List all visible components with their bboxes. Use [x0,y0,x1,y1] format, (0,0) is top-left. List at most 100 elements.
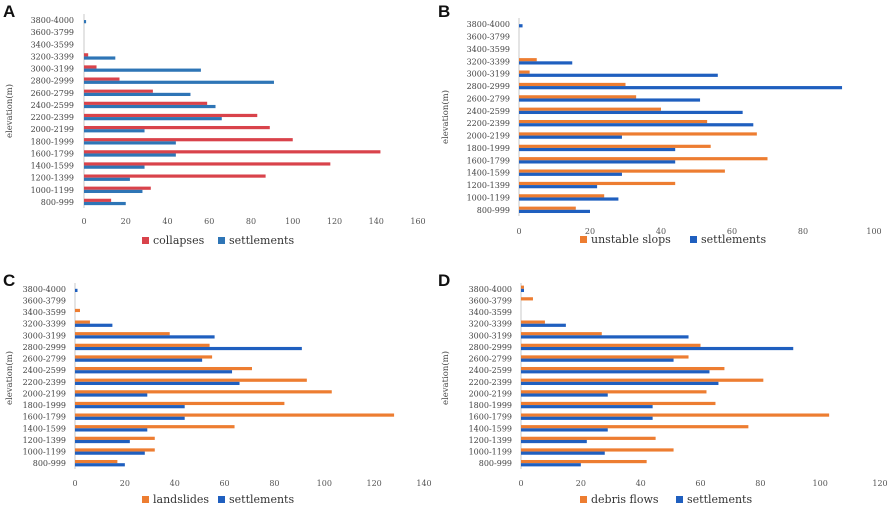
bar-settlements-3800-4000 [521,288,524,293]
bar-collapses-2200-2399 [84,113,258,118]
y-axis-label: elevation(m) [4,84,15,138]
x-tick-label: 20 [585,227,595,236]
bar-settlements-3200-3399 [75,323,113,327]
bar-collapses-2600-2799 [84,89,153,93]
bar-settlements-1800-1999 [519,147,676,152]
legend-label: settlements [229,493,294,506]
bar-settlements-3800-4000 [519,24,523,28]
bar-debris-flows-1400-1599 [521,425,749,429]
category-label: 1800-1999 [23,401,66,410]
bar-settlements-1400-1599 [521,428,608,432]
category-label: 2400-2599 [31,101,74,110]
category-label: 800-999 [477,206,510,215]
bar-unstable-slops-1200-1399 [519,181,676,186]
bar-settlements-3200-3399 [521,323,566,327]
bar-settlements-2000-2199 [75,393,148,397]
bar-unstable-slops-1800-1999 [519,144,711,148]
bar-settlements-2400-2599 [519,110,743,115]
bar-landslides-1000-1199 [75,448,155,452]
legend-swatch-settlements [218,496,225,503]
x-tick-label: 60 [727,227,737,236]
bar-debris-flows-3600-3799 [521,297,533,301]
category-label: 1200-1399 [467,181,510,190]
bar-settlements-2200-2399 [521,381,719,386]
category-label: 2800-2999 [467,82,510,91]
y-axis-label: elevation(m) [440,90,451,144]
bar-settlements-1400-1599 [84,165,145,169]
category-label: 800-999 [41,198,74,207]
bar-unstable-slops-2600-2799 [519,95,637,99]
category-label: 1400-1599 [31,162,74,171]
bar-settlements-1800-1999 [521,405,653,409]
bar-debris-flows-3200-3399 [521,320,545,324]
bar-settlements-1800-1999 [84,141,176,145]
bar-collapses-2400-2599 [84,101,208,105]
category-label: 3200-3399 [469,320,512,329]
bar-unstable-slops-2800-2999 [519,82,626,87]
bar-landslides-3000-3199 [75,332,170,336]
bar-settlements-1200-1399 [519,185,598,189]
bar-settlements-3800-4000 [75,288,78,293]
category-label: 2200-2399 [31,113,74,122]
bar-debris-flows-2200-2399 [521,378,764,382]
x-tick-label: 60 [219,479,229,488]
bar-unstable-slops-800-999 [519,206,576,210]
bar-landslides-2400-2599 [75,366,252,371]
x-tick-label: 140 [369,217,384,226]
bar-settlements-1600-1799 [521,416,653,420]
bar-debris-flows-3000-3199 [521,332,602,336]
bar-settlements-800-999 [519,209,590,214]
bar-collapses-3200-3399 [84,53,89,57]
legend-label: settlements [687,493,752,506]
panel-letter: B [438,2,450,21]
x-tick-label: 40 [170,479,180,488]
panel-letter: C [3,271,15,290]
x-tick-label: 140 [416,479,431,488]
bar-landslides-1600-1799 [75,413,395,417]
bar-collapses-1200-1399 [84,174,266,178]
category-label: 1800-1999 [467,144,510,153]
category-label: 3000-3199 [469,331,512,340]
category-label: 1000-1199 [31,186,74,195]
category-label: 3200-3399 [23,320,66,329]
legend-swatch-unstable-slops [580,236,587,243]
bar-collapses-1800-1999 [84,138,293,142]
x-tick-label: 100 [285,217,300,226]
bar-settlements-1600-1799 [75,416,185,420]
bar-settlements-1400-1599 [519,172,622,176]
x-tick-label: 60 [695,479,705,488]
legend-label: settlements [229,234,294,247]
bar-settlements-3200-3399 [84,56,116,60]
bar-settlements-2400-2599 [75,370,233,374]
bar-settlements-2800-2999 [75,346,302,351]
x-tick-label: 80 [755,479,765,488]
bar-settlements-2600-2799 [75,358,203,362]
x-tick-label: 100 [866,227,881,236]
bar-landslides-3400-3599 [75,308,80,313]
legend-label: unstable slops [591,233,671,246]
legend-label: collapses [153,234,205,247]
bar-settlements-2800-2999 [84,80,274,84]
x-tick-label: 100 [317,479,332,488]
bar-landslides-2600-2799 [75,355,213,359]
category-label: 2000-2199 [467,132,510,141]
bar-settlements-2800-2999 [521,346,794,351]
bar-unstable-slops-2000-2199 [519,132,757,136]
category-label: 2000-2199 [23,389,66,398]
category-label: 2400-2599 [469,366,512,375]
category-label: 1800-1999 [469,401,512,410]
x-tick-label: 40 [636,479,646,488]
bar-unstable-slops-1000-1199 [519,194,605,198]
category-label: 3000-3199 [23,331,66,340]
category-label: 1000-1199 [469,448,512,457]
category-label: 2800-2999 [23,343,66,352]
category-label: 2200-2399 [467,119,510,128]
category-label: 2000-2199 [469,389,512,398]
bar-unstable-slops-3200-3399 [519,58,537,62]
category-label: 2800-2999 [469,343,512,352]
bar-settlements-1600-1799 [519,160,676,164]
bar-debris-flows-3800-4000 [521,285,524,289]
